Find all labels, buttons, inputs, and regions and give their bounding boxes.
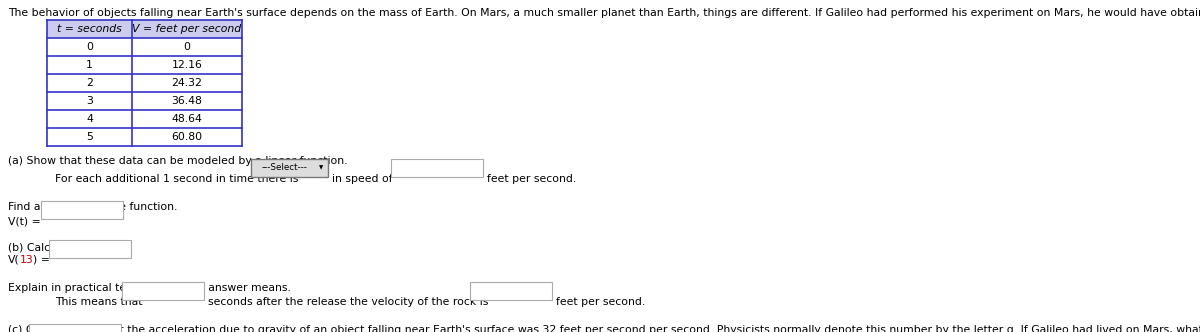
Text: V(: V( xyxy=(8,255,19,265)
Text: in speed of: in speed of xyxy=(332,174,392,184)
FancyBboxPatch shape xyxy=(251,159,328,177)
Text: seconds after the release the velocity of the rock is: seconds after the release the velocity o… xyxy=(208,297,488,307)
Text: Find a formula for the function.: Find a formula for the function. xyxy=(8,202,178,212)
Text: The behavior of objects falling near Earth's surface depends on the mass of Eart: The behavior of objects falling near Ear… xyxy=(8,8,1200,18)
Text: 13: 13 xyxy=(20,255,34,265)
FancyBboxPatch shape xyxy=(49,240,131,258)
Text: 60.80: 60.80 xyxy=(172,132,203,142)
Text: t = seconds: t = seconds xyxy=(58,24,122,34)
Text: V = feet per second: V = feet per second xyxy=(132,24,241,34)
Text: 1: 1 xyxy=(86,60,92,70)
Text: (c) Galileo found that the acceleration due to gravity of an object falling near: (c) Galileo found that the acceleration … xyxy=(8,325,1200,332)
Text: (b) Calculate V(: (b) Calculate V( xyxy=(8,242,92,252)
Text: 0: 0 xyxy=(184,42,191,52)
Text: 24.32: 24.32 xyxy=(172,78,203,88)
Text: Explain in practical terms what your answer means.: Explain in practical terms what your ans… xyxy=(8,283,290,293)
Text: 12.16: 12.16 xyxy=(172,60,203,70)
Text: V(t) =: V(t) = xyxy=(8,216,41,226)
FancyBboxPatch shape xyxy=(29,324,121,332)
Text: For each additional 1 second in time there is: For each additional 1 second in time the… xyxy=(55,174,299,184)
Text: 0: 0 xyxy=(86,42,94,52)
Text: ▼: ▼ xyxy=(319,165,323,171)
Text: This means that: This means that xyxy=(55,297,143,307)
Text: 36.48: 36.48 xyxy=(172,96,203,106)
Text: 48.64: 48.64 xyxy=(172,114,203,124)
Bar xyxy=(47,20,242,38)
Text: 5: 5 xyxy=(86,132,92,142)
Text: 3: 3 xyxy=(86,96,92,106)
FancyBboxPatch shape xyxy=(41,201,124,219)
FancyBboxPatch shape xyxy=(122,282,204,300)
Text: (a) Show that these data can be modeled by a linear function.: (a) Show that these data can be modeled … xyxy=(8,156,348,166)
FancyBboxPatch shape xyxy=(470,282,552,300)
Text: 2: 2 xyxy=(86,78,92,88)
Text: ) =: ) = xyxy=(34,255,50,265)
Text: 4: 4 xyxy=(86,114,92,124)
Text: ).: ). xyxy=(104,242,112,252)
Text: feet per second.: feet per second. xyxy=(556,297,646,307)
Text: 13: 13 xyxy=(91,242,104,252)
Text: ---Select---: ---Select--- xyxy=(262,163,308,173)
FancyBboxPatch shape xyxy=(391,159,482,177)
Text: feet per second.: feet per second. xyxy=(487,174,576,184)
